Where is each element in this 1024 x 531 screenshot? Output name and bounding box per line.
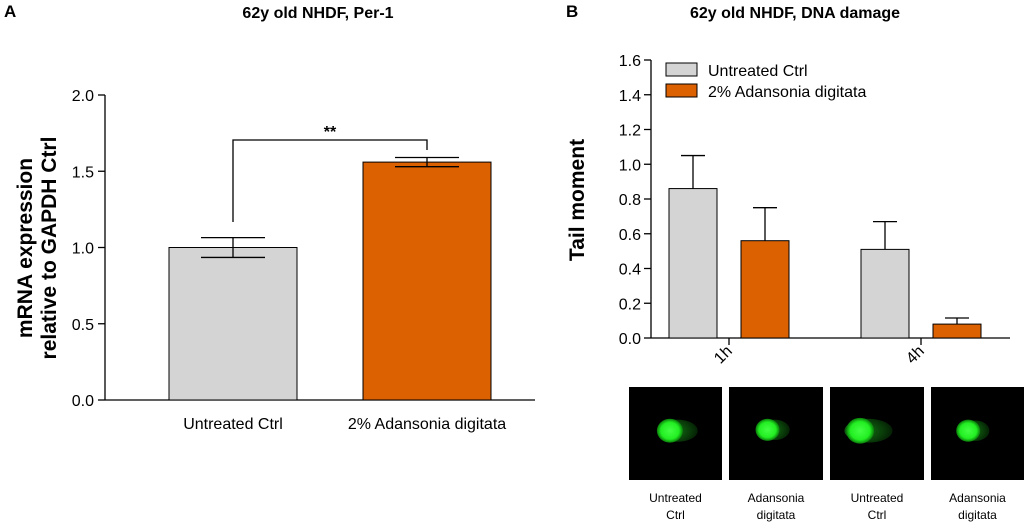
chart-a-ytick-label: 0.5: [72, 317, 94, 334]
comet-caption-line1: Adansonia: [949, 491, 1006, 505]
comet-head: [755, 418, 780, 441]
chart-b: 62y old NHDF, DNA damage Tail moment 0.0…: [566, 5, 1010, 367]
chart-a-ylabel-line2: relative to GAPDH Ctrl: [38, 137, 61, 360]
chart-b-legend-swatch: [665, 62, 698, 77]
comet-caption-line2: Ctrl: [666, 508, 685, 522]
chart-b-ytick-label: 0.0: [619, 331, 641, 348]
chart-a-bar: [168, 247, 298, 401]
panel-a-letter: A: [4, 2, 16, 21]
chart-b-bar: [740, 240, 790, 339]
comet-head: [846, 417, 875, 444]
comet-head: [656, 418, 683, 443]
chart-b-category-label: 1h: [711, 343, 736, 368]
chart-b-ylabel: Tail moment: [566, 139, 589, 261]
chart-a-title: 62y old NHDF, Per-1: [242, 5, 393, 22]
chart-b-legend-label: Untreated Ctrl: [708, 63, 808, 80]
comet-image: Untreated Ctrl: [629, 387, 722, 522]
chart-b-bar: [932, 323, 982, 339]
chart-a-category-label: 2% Adansonia digitata: [348, 416, 506, 433]
chart-a-ytick-label: 2.0: [72, 88, 94, 105]
chart-a-category-label: Untreated Ctrl: [183, 416, 283, 433]
chart-b-legend-swatch: [665, 83, 698, 98]
comet-image: Adansonia digitata: [931, 387, 1024, 522]
comet-caption-line1: Untreated: [851, 491, 904, 505]
chart-a-significance-bracket: [232, 139, 428, 222]
chart-a-ytick-label: 1.5: [72, 164, 94, 181]
chart-b-bar: [860, 248, 910, 339]
comet-caption-line1: Untreated: [649, 491, 702, 505]
chart-b-ytick-label: 1.6: [619, 53, 641, 70]
chart-b-ytick-label: 0.2: [619, 296, 641, 313]
comet-caption-line2: digitata: [757, 508, 796, 522]
chart-b-ytick-label: 1.2: [619, 123, 641, 140]
chart-b-ytick-label: 1.0: [619, 157, 641, 174]
comet-images: Untreated Ctrl Adansonia digitata Untreated C…: [629, 387, 1024, 522]
comet-caption-line2: Ctrl: [868, 508, 887, 522]
comet-caption-line1: Adansonia: [748, 491, 805, 505]
chart-b-ytick-label: 0.4: [619, 262, 641, 279]
chart-a-ylabel: mRNA expression relative to GAPDH Ctrl: [14, 137, 61, 360]
chart-b-ytick-label: 1.4: [619, 88, 641, 105]
chart-b-category-label: 4h: [903, 343, 928, 368]
chart-a-significance-label: **: [324, 124, 337, 141]
panel-b-letter: B: [566, 2, 578, 21]
chart-a: 62y old NHDF, Per-1 mRNA expression rela…: [14, 5, 535, 433]
chart-a-ytick-label: 1.0: [72, 241, 94, 258]
chart-b-ytick-label: 0.8: [619, 192, 641, 209]
chart-b-title: 62y old NHDF, DNA damage: [690, 5, 900, 22]
chart-a-ytick-label: 0.0: [72, 393, 94, 410]
comet-image: Adansonia digitata: [729, 387, 823, 522]
comet-caption-line2: digitata: [958, 508, 997, 522]
comet-head: [956, 419, 981, 442]
comet-image: Untreated Ctrl: [830, 387, 924, 522]
chart-b-ytick-label: 0.6: [619, 227, 641, 244]
chart-a-bar: [362, 161, 492, 401]
chart-b-bar: [668, 188, 718, 339]
chart-b-legend-label: 2% Adansonia digitata: [708, 84, 866, 101]
chart-a-ylabel-line1: mRNA expression: [14, 158, 37, 338]
